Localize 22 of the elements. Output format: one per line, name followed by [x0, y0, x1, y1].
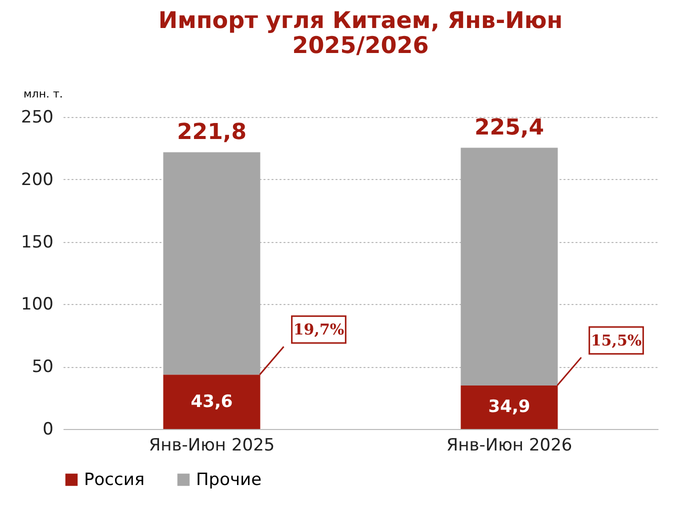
annotation: 19,7% — [293, 320, 344, 339]
x-tick-label: Янв-Июн 2025 — [148, 436, 275, 456]
y-tick-label: 50 — [32, 357, 54, 378]
total-label: 225,4 — [474, 116, 544, 141]
bar — [460, 148, 558, 386]
data-label: 43,6 — [190, 392, 233, 412]
y-tick-label: 250 — [21, 108, 54, 128]
annotation: 15,5% — [590, 331, 642, 350]
y-tick-label: 0 — [42, 420, 54, 440]
bar — [460, 385, 558, 429]
chart-title: Импорт угля Китаем, Янв-Июн 2025/2026 — [158, 8, 563, 59]
legend-label: Прочие — [196, 470, 262, 490]
bar — [163, 374, 260, 429]
data-label: 34,9 — [488, 397, 530, 418]
y-tick-label: 150 — [21, 232, 54, 252]
y-tick-label: 100 — [21, 294, 54, 315]
legend-label: Россия — [84, 470, 145, 490]
bar — [163, 152, 260, 375]
x-tick-label: Янв-Июн 2026 — [446, 436, 572, 456]
total-label: 221,8 — [176, 120, 247, 146]
y-tick-label: 200 — [21, 170, 54, 190]
y-axis-title: млн. т. — [24, 88, 63, 100]
